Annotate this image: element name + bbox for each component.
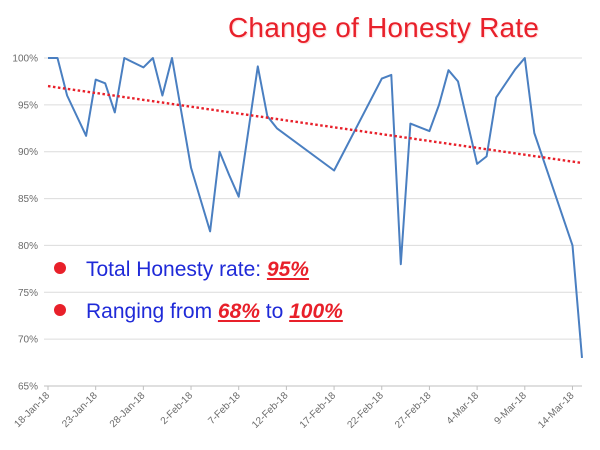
- x-tick-label: 12-Feb-18: [250, 390, 291, 431]
- x-tick-label: 9-Mar-18: [492, 390, 529, 427]
- x-tick-label: 18-Jan-18: [13, 390, 53, 430]
- y-tick-label: 75%: [18, 288, 38, 299]
- x-tick-label: 27-Feb-18: [393, 390, 434, 431]
- bullet-icon: [54, 304, 66, 316]
- y-tick-label: 80%: [18, 241, 38, 252]
- x-tick-label: 23-Jan-18: [60, 390, 100, 430]
- range-annotation: Ranging from 68% to 100%: [54, 300, 343, 324]
- range-min-value: 68%: [217, 300, 260, 323]
- total-rate-label: Total Honesty rate:: [86, 258, 267, 281]
- y-tick-label: 100%: [12, 54, 38, 65]
- total-rate-value: 95%: [266, 258, 309, 281]
- x-tick-label: 4-Mar-18: [445, 390, 482, 427]
- y-tick-label: 90%: [18, 147, 38, 158]
- y-tick-label: 70%: [18, 335, 38, 346]
- total-rate-annotation: Total Honesty rate: 95%: [54, 258, 309, 282]
- x-tick-label: 14-Mar-18: [536, 390, 577, 431]
- x-tick-label: 7-Feb-18: [206, 390, 243, 427]
- bullet-icon: [54, 262, 66, 274]
- y-tick-label: 65%: [18, 382, 38, 393]
- x-tick-label: 17-Feb-18: [298, 390, 339, 431]
- honesty-rate-line: [48, 57, 583, 358]
- range-label: Ranging from: [86, 300, 218, 323]
- range-max-value: 100%: [289, 300, 343, 323]
- y-tick-label: 85%: [18, 194, 38, 205]
- x-tick-label: 22-Feb-18: [345, 390, 386, 431]
- range-connector: to: [259, 300, 290, 323]
- x-tick-label: 2-Feb-18: [159, 390, 196, 427]
- x-tick-label: 28-Jan-18: [108, 390, 148, 430]
- y-tick-label: 95%: [18, 100, 38, 111]
- chart-title: Change of Honesty Rate: [228, 12, 540, 43]
